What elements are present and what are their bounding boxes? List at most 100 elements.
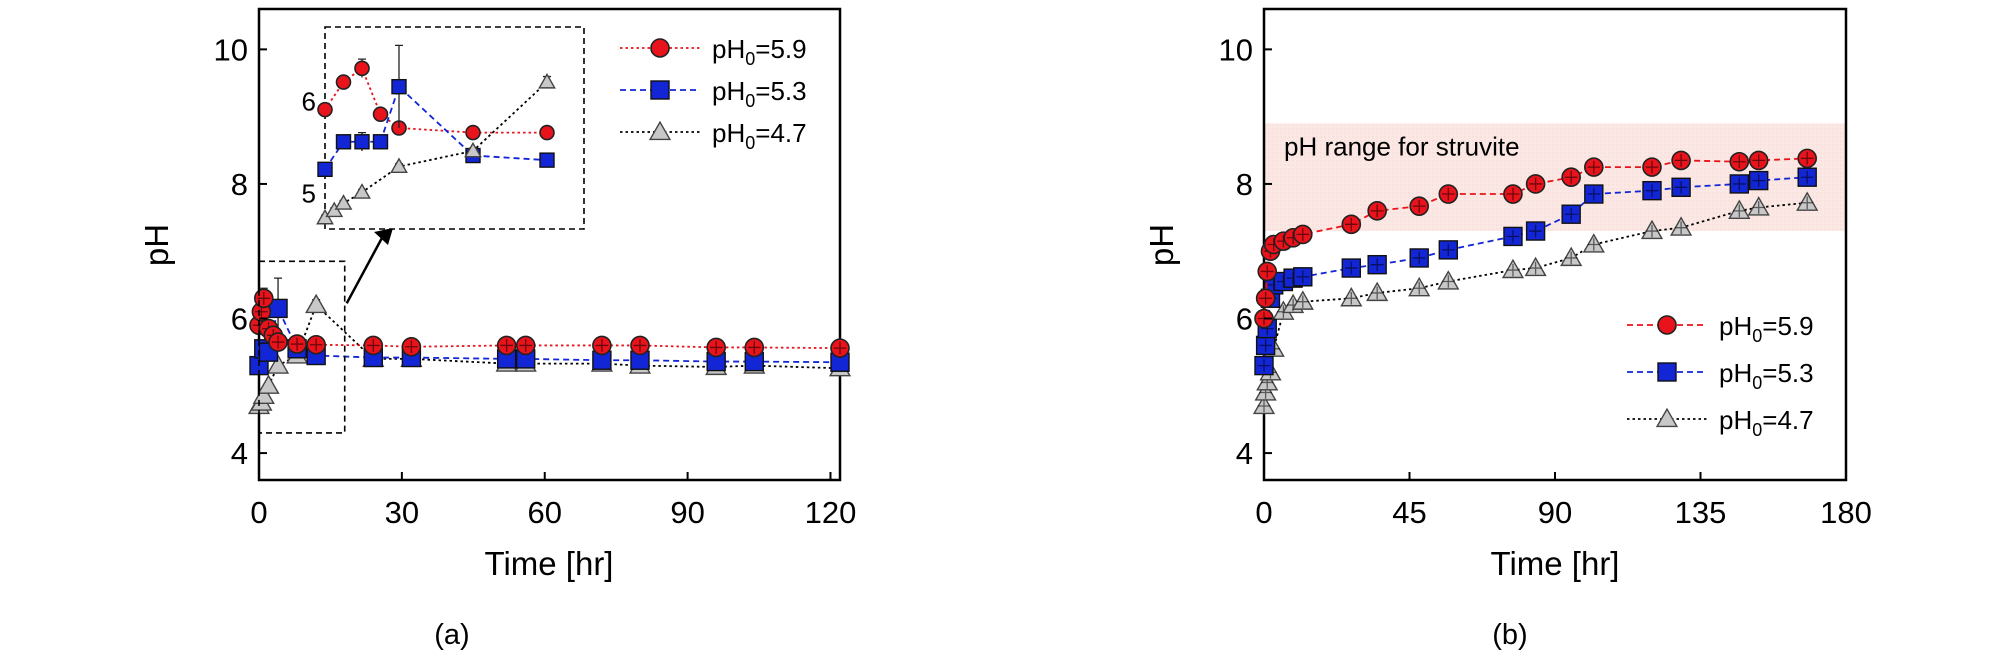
panel-b-square-point-cross [1506,230,1520,243]
panel-b-circle-point-cross [1800,152,1814,165]
panel-a-inset-triangle-point [334,194,353,210]
panel-b-circle-point-cross [1645,160,1659,174]
panel-b-legend-marker [1657,362,1677,382]
panel-a-legend-label: pH0=5.9 [712,34,807,69]
panel-b-triangle-point-cross [1257,399,1271,413]
panel-b-square-point-cross [1645,184,1659,197]
panel-a-circle-point-cross [366,339,380,352]
panel-a-zoom-arrowhead [374,228,393,245]
panel-b-square-point-cross [1412,251,1426,265]
panel-a-x-tick-label: 60 [527,495,561,530]
panel-a-triangle-point [305,293,328,314]
panel-a-y-tick-label: 6 [231,302,248,337]
panel-b-square-point-cross [1257,359,1271,372]
panel-b-circle-point-cross [1564,170,1578,184]
panel-a-zoom-arrow [345,235,385,304]
panel-b-circle-point-cross [1296,228,1310,241]
panel-a-inset-circle-point [372,106,389,123]
panel-a-inset-circle-point [539,124,555,141]
panel-b-y-tick-label: 8 [1236,167,1253,202]
panel-a-inset-triangle-point [390,157,408,174]
panel-b-triangle-point-cross [1296,295,1310,308]
panel-a-inset-square-point [539,152,555,168]
panel-a-circle-point-cross [833,341,847,355]
panel-b-triangle-point-cross [1442,275,1455,288]
panel-b-struvite-band-label: pH range for struvite [1284,131,1520,161]
panel-b-square-point-cross [1674,181,1688,194]
panel-a-x-tick-label: 0 [250,495,267,530]
panel-a-circle-point-cross [595,339,609,352]
panel-b-triangle-line [1263,201,1808,407]
panel-a-zoom-source-box [258,260,346,434]
panel-a-y-tick-label: 4 [231,436,248,471]
panel-b-legend-label: pH0=4.7 [1719,405,1814,440]
panel-b-circle-point-cross [1260,265,1274,278]
panel-b-circle-point-cross [1529,177,1542,191]
panel-b-square-point-cross [1529,224,1542,238]
panel-a-x-tick-label: 30 [385,495,419,530]
panel-a-inset-y-tick-label: 5 [302,178,316,208]
panel-b-legend-marker [1655,407,1679,428]
panel-a-triangle-point [266,354,290,374]
panel-b-triangle-point-cross [1733,204,1746,218]
panel-b-triangle-point-cross [1345,292,1358,305]
panel-b-x-tick-label: 135 [1675,495,1727,530]
panel-a-circle-point-cross [519,339,532,352]
panel-a-inset-square-point [391,78,407,95]
panel-b-circle-point-cross [1259,292,1272,305]
panel-a-circle-point-cross [271,335,285,349]
panel-a-circle-point-cross [290,337,304,351]
panel-a-legend-marker [648,120,672,141]
panel-b-circle-point-cross [1506,187,1520,201]
panel-a-inset-circle-point [354,60,370,77]
panel-a-circle-point-cross [405,340,418,354]
panel-a-inset-square-point [317,161,333,178]
panel-a-x-tick-label: 120 [805,495,857,530]
panel-b-square-point-cross [1296,270,1310,284]
panel-b-x-tick-label: 90 [1538,495,1572,530]
panel-a-inset-triangle-point [464,141,482,158]
panel-b-circle-point-cross [1442,187,1455,201]
panel-b-circle-point-cross [1674,154,1688,167]
panel-b-triangle-point-cross [1529,261,1542,275]
panel-b-triangle-point-cross [1674,221,1688,234]
panel-b-square-point-cross [1442,243,1455,257]
panel-a-circle-point-cross [500,339,513,352]
panel-a-legend-marker [650,80,670,100]
panel-b-triangle-point-cross [1800,196,1814,210]
panel-a-circle-point-cross [309,338,323,352]
panel-a-inset-circle-point [317,101,333,118]
panel-a-circle-point-cross [709,341,723,354]
panel-b-triangle-point-cross [1412,281,1426,295]
panel-b-triangle-point-cross [1370,286,1384,300]
panel-b-chart: pH range for struvite 0 45 90 135 180 4 6 8 10 p… [1143,7,1872,651]
panel-a-circle-point-cross [633,339,647,352]
panel-b-y-tick-label: 10 [1219,32,1253,67]
panel-b-legend-label: pH0=5.9 [1719,311,1814,346]
panel-b-square-point-cross [1800,170,1814,184]
panel-b-legend-marker [1657,315,1677,335]
panel-b-triangle-point-cross [1506,263,1520,277]
panel-a-legend-marker [650,38,670,58]
panel-b-square-point-cross [1733,177,1746,191]
panel-a-legend-label: pH0=5.3 [712,76,807,111]
panel-b-square-point-cross [1259,339,1272,352]
panel-b-circle-point-cross [1345,218,1358,231]
panel-b-plot-frame [1262,7,1848,482]
panel-a-x-tick-label: 90 [670,495,704,530]
panel-a-y-axis-title: pH [138,224,175,266]
panel-b-x-axis-title: Time [hr] [1491,545,1620,582]
panel-a-triangle-point [257,374,280,394]
panel-a-inset-triangle-point [538,72,556,89]
panel-b-circle-point-cross [1370,204,1384,218]
panel-a-circle-point-cross [257,292,271,305]
panel-b-circle-point-cross [1733,155,1746,169]
panel-b-circle-point-cross [1412,199,1426,213]
panel-b-square-point-cross [1345,261,1358,275]
panel-b-triangle-point-cross [1645,224,1659,238]
panel-a-y-tick-label: 10 [214,32,248,67]
panel-a-chart: 5 6 0 30 60 90 120 4 6 8 10 pH0=5.9 pH0=5.3 pH0=4.7… [138,7,857,651]
panel-b-circle-point-cross [1752,154,1765,167]
panel-a-y-tick-label: 8 [231,167,248,202]
